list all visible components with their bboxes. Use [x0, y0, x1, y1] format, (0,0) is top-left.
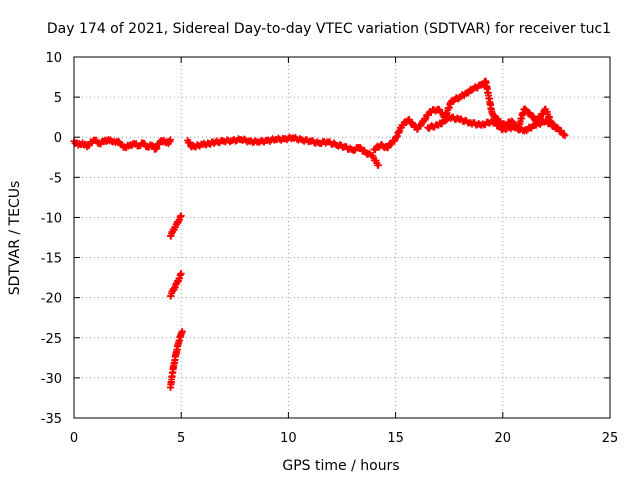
- series-5: [184, 133, 382, 169]
- data-point: [442, 117, 450, 125]
- x-tick-label: 5: [177, 431, 185, 446]
- data-point: [552, 124, 560, 132]
- data-point: [561, 132, 569, 140]
- data-point: [178, 327, 186, 335]
- x-tick-label: 10: [280, 431, 297, 446]
- y-tick-label: 5: [54, 91, 62, 106]
- x-tick-label: 0: [70, 431, 78, 446]
- y-tick-label: 10: [45, 51, 62, 66]
- series-2: [166, 212, 185, 240]
- y-tick-label: -35: [41, 412, 62, 427]
- data-point: [166, 136, 174, 144]
- data-points: [70, 77, 569, 392]
- data-point: [523, 127, 531, 135]
- data-point: [356, 143, 364, 151]
- y-tick-label: -5: [49, 171, 62, 186]
- y-tick-label: -25: [41, 332, 62, 347]
- series-7: [424, 113, 560, 135]
- x-tick-label: 15: [387, 431, 404, 446]
- data-point: [374, 161, 382, 169]
- data-point: [177, 270, 185, 278]
- y-tick-label: -10: [41, 211, 62, 226]
- data-point: [490, 118, 498, 126]
- series-4: [166, 327, 186, 392]
- y-tick-label: 0: [54, 131, 62, 146]
- y-tick-label: -15: [41, 252, 62, 267]
- y-tick-label: -20: [41, 292, 62, 307]
- y-tick-labels: 10 5 0 -5 -10 -15 -20 -25 -30 -35: [41, 51, 62, 427]
- x-tick-labels: 0 5 10 15 20 25: [70, 431, 618, 446]
- y-axis-label: SDTVAR / TECUs: [7, 181, 23, 296]
- plot-frame: [73, 56, 611, 419]
- chart-title: Day 174 of 2021, Sidereal Day-to-day VTE…: [47, 21, 611, 37]
- series-1: [70, 136, 174, 153]
- axis-ticks: [73, 56, 611, 419]
- data-point: [387, 141, 395, 149]
- y-tick-label: -30: [41, 372, 62, 387]
- x-tick-label: 25: [602, 431, 619, 446]
- grid: [74, 57, 610, 418]
- data-point: [521, 105, 529, 113]
- data-point: [491, 112, 499, 120]
- series-6: [370, 77, 569, 154]
- data-point: [177, 212, 185, 220]
- x-axis-label: GPS time / hours: [282, 458, 399, 474]
- x-tick-label: 20: [495, 431, 512, 446]
- series-3: [166, 270, 185, 300]
